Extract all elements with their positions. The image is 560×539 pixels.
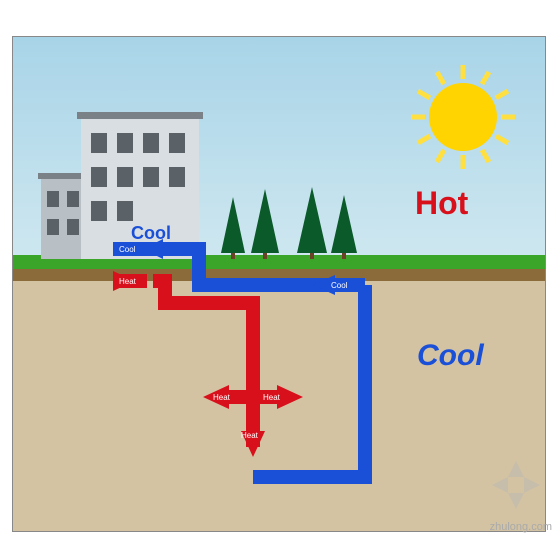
label-hot: Hot (415, 185, 468, 222)
pipe-label: Heat (213, 393, 230, 402)
diagram-frame: Hot Cool Cool Cool Heat Cool Heat Heat H… (12, 36, 546, 532)
pipe-label: Heat (263, 393, 280, 402)
pipe-label: Heat (241, 431, 258, 440)
label-cool-building: Cool (131, 223, 171, 244)
pipe-label: Cool (331, 281, 347, 290)
watermark-text: zhulong.com (490, 521, 552, 533)
diagram-container: Hot Cool Cool Cool Heat Cool Heat Heat H… (0, 0, 560, 539)
pipe-system (13, 37, 545, 531)
label-cool-ground: Cool (417, 339, 484, 373)
pipe-label: Heat (119, 277, 136, 286)
watermark-logo-icon (486, 455, 546, 515)
pipe-label: Cool (119, 245, 135, 254)
